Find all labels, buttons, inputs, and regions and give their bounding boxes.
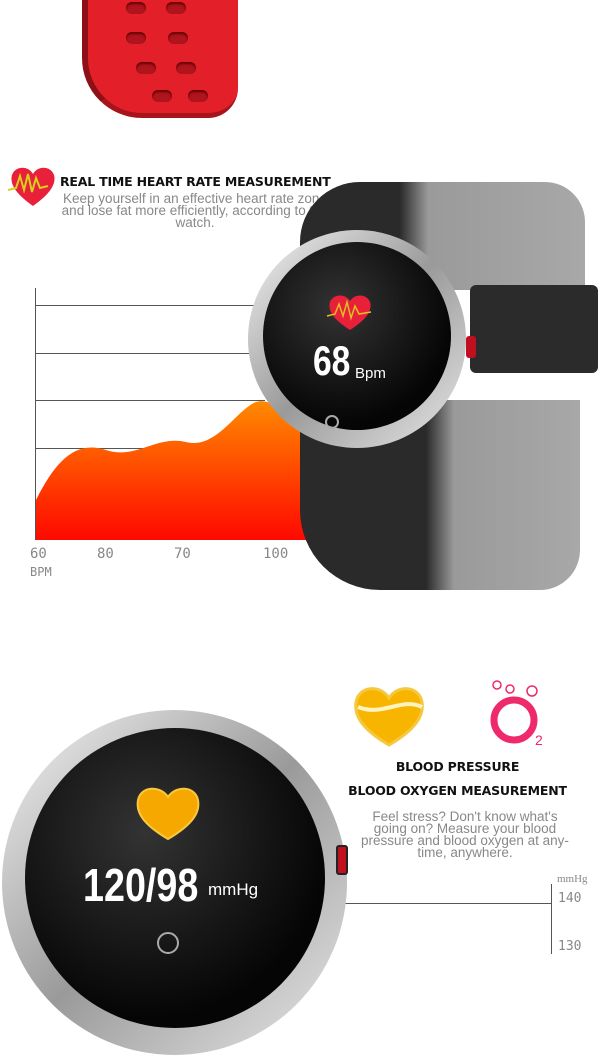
red-strap-image [82,0,238,118]
o2-subscript: 2 [535,732,543,748]
description-line: Feel stress? Don't know what's [372,809,558,824]
tick-label: 130 [558,939,582,954]
description-line: watch. [175,215,215,230]
heart-rate-title: REAL TIME HEART RATE MEASUREMENT [60,174,331,189]
tick-label: 100 [263,546,289,562]
description-line: going on? Measure your blood [373,821,557,836]
blood-pressure-heart-icon [354,687,424,747]
axis-unit: mmHg [557,873,588,885]
description-line: and lose fat more efficiently, according… [61,203,329,218]
chart-unit: BPM [30,565,52,579]
tick-label: 70 [174,546,191,562]
description-line: pressure and blood oxygen at any- [361,833,569,848]
blood-pressure-value: 120/98 [83,859,199,911]
gridline [35,353,265,354]
watch-home-button-icon [325,415,339,429]
watch-home-button-icon [157,932,179,954]
heart-icon [326,295,372,330]
tick-label: 60 [30,546,47,562]
blood-oxygen-icon: 2 [490,680,543,748]
watch-crown-button[interactable] [336,845,348,875]
gridline [330,903,552,904]
heart-rate-icon [8,167,55,206]
heart-rate-value: 68 [313,337,351,384]
blood-pressure-unit: mmHg [208,880,259,899]
heart-rate-description: Keep yourself in an effective heart rate… [40,191,350,230]
tick-label: 80 [97,546,114,562]
heart-rate-unit: Bpm [355,365,386,382]
strap-buckle [470,285,598,373]
watch-crown-button[interactable] [466,336,476,358]
gridline [35,400,265,401]
description-line: time, anywhere. [417,845,513,860]
chart-axis [35,288,36,540]
description-line: Keep yourself in an effective heart rate… [63,191,327,206]
watch-face [263,242,451,430]
pressure-axis [551,884,552,954]
blood-pressure-title: BLOOD PRESSURE [395,759,520,774]
blood-oxygen-title: BLOOD OXYGEN MEASUREMENT [348,783,567,798]
tick-label: 140 [558,891,582,906]
gridline [35,305,265,306]
blood-description: Feel stress? Don't know what's going on?… [340,809,590,860]
blood-pressure-heart-icon [136,787,200,841]
